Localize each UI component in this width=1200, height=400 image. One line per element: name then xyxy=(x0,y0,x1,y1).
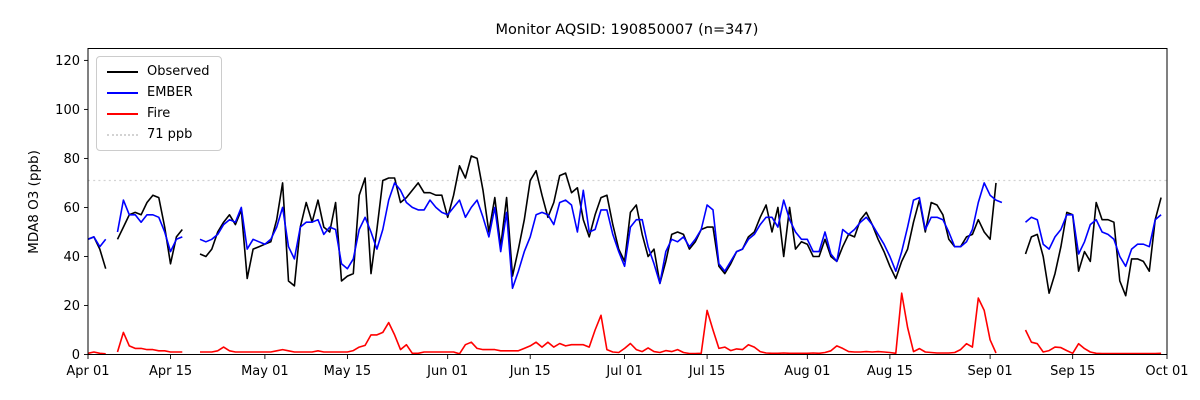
plot-area: Apr 01 Apr 15 May 01 May 15 Jun 01 Jun 15 Jul … xyxy=(55,54,1188,379)
series-line-ember xyxy=(87,182,1162,290)
x-tick-label: Jul 01 xyxy=(605,364,642,379)
x-tick-label: Jun 01 xyxy=(426,364,468,379)
x-tick-label: Sep 01 xyxy=(968,364,1013,379)
y-tick-label: 100 xyxy=(55,103,80,118)
x-tick-label: May 15 xyxy=(324,364,372,379)
x-tick-label: Jul 15 xyxy=(688,364,725,379)
x-tick-label: Aug 01 xyxy=(784,364,830,379)
chart-title: Monitor AQSID: 190850007 (n=347) xyxy=(496,22,759,38)
y-tick-label: 80 xyxy=(63,152,80,167)
legend-item-threshold: 71 ppb xyxy=(107,127,210,142)
series-line-fire xyxy=(87,292,1162,355)
fire-line-swatch xyxy=(107,112,138,115)
y-tick-label: 60 xyxy=(63,201,80,216)
series-line-observed xyxy=(87,155,1162,297)
x-tick-label: Jun 15 xyxy=(509,364,551,379)
legend-label-fire: Fire xyxy=(147,106,171,121)
y-tick-label: 120 xyxy=(55,54,80,69)
legend-label-threshold: 71 ppb xyxy=(147,127,193,142)
y-tick-label: 20 xyxy=(63,299,80,314)
y-tick-label: 40 xyxy=(63,250,80,265)
x-tick-label: Apr 15 xyxy=(149,364,192,379)
observed-line-swatch xyxy=(107,70,138,73)
threshold-line-swatch xyxy=(107,133,138,136)
x-tick-label: Aug 15 xyxy=(867,364,913,379)
y-tick-label: 0 xyxy=(72,348,80,363)
ember-line-swatch xyxy=(107,91,138,94)
legend: Observed EMBER Fire 71 ppb xyxy=(96,56,222,151)
plot-border xyxy=(87,48,1168,355)
legend-item-ember: EMBER xyxy=(107,85,210,100)
legend-label-ember: EMBER xyxy=(147,85,193,100)
legend-label-observed: Observed xyxy=(147,64,210,79)
x-tick-label: May 01 xyxy=(241,364,289,379)
legend-item-fire: Fire xyxy=(107,106,210,121)
x-tick-label: Apr 01 xyxy=(66,364,109,379)
x-tick-label: Sep 15 xyxy=(1050,364,1095,379)
y-axis-label: MDA8 O3 (ppb) xyxy=(26,150,42,254)
x-tick-label: Oct 01 xyxy=(1145,364,1188,379)
legend-item-observed: Observed xyxy=(107,64,210,79)
